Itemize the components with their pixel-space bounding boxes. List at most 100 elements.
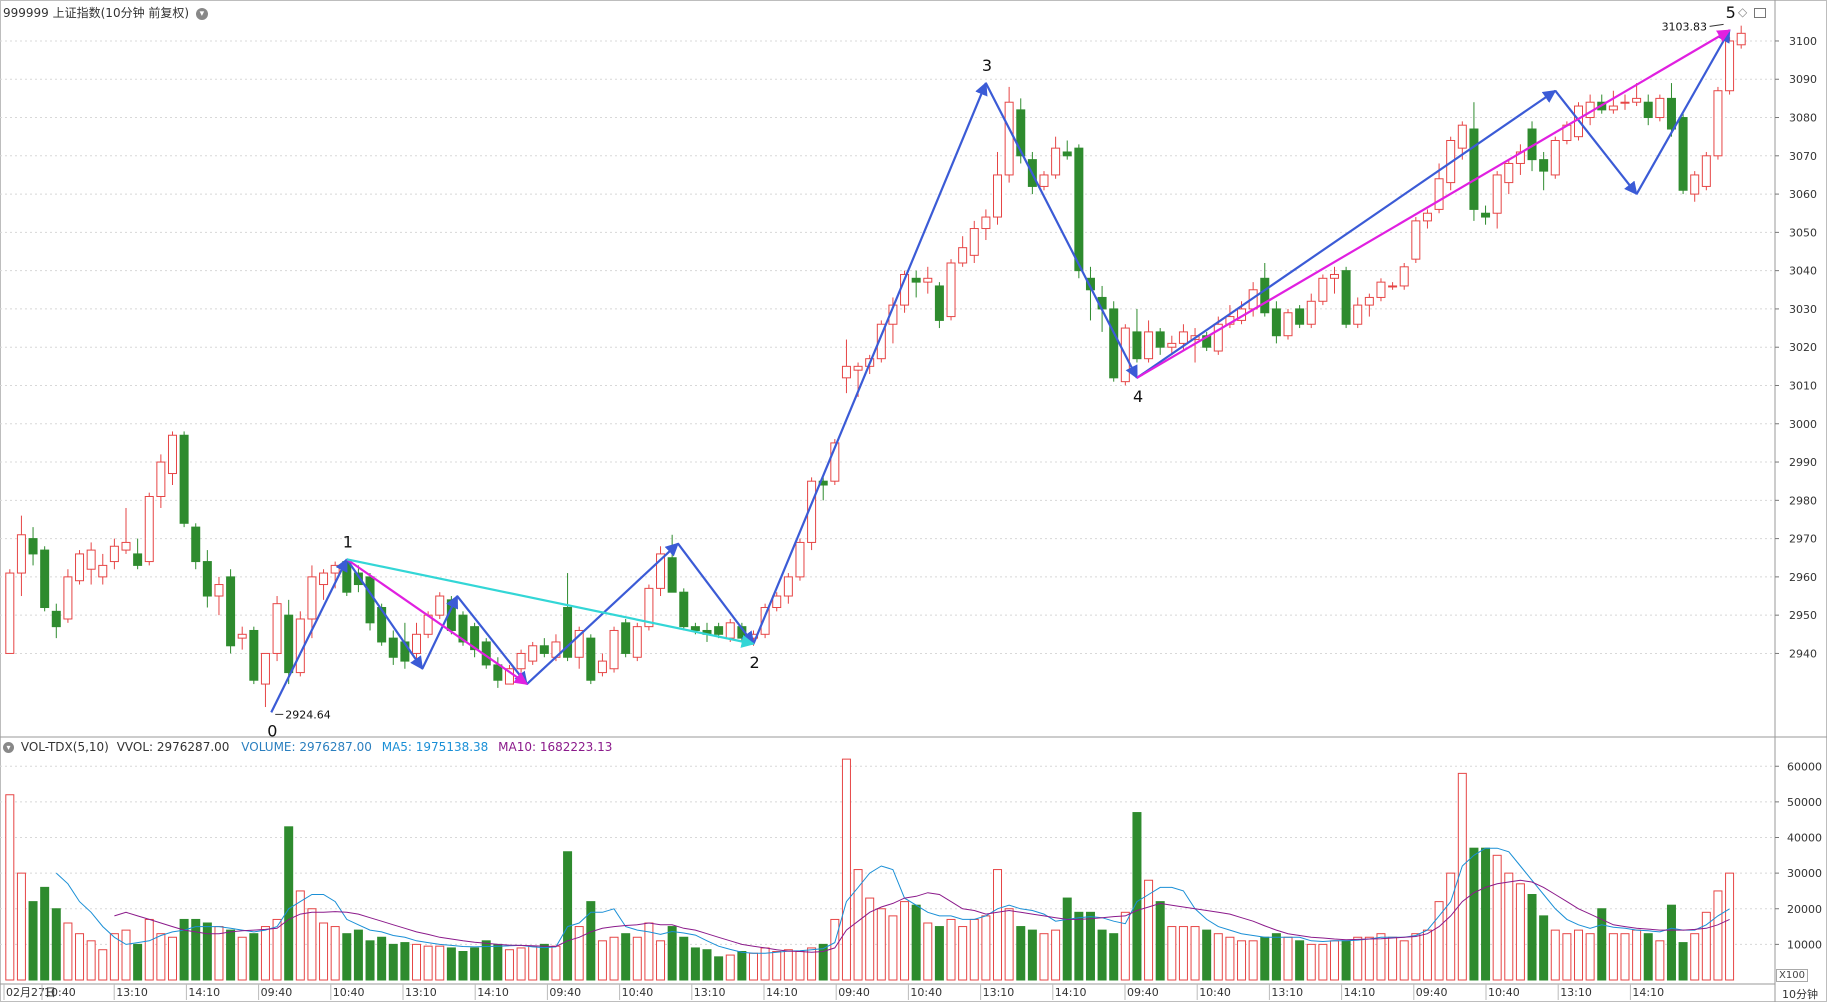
- candle-body[interactable]: [1260, 277, 1270, 314]
- volume-bar[interactable]: [1097, 929, 1107, 981]
- volume-bar[interactable]: [330, 926, 340, 981]
- candle-body[interactable]: [760, 607, 770, 635]
- candle-body[interactable]: [1178, 331, 1188, 344]
- candle-body[interactable]: [1341, 270, 1351, 325]
- volume-bar[interactable]: [98, 949, 108, 981]
- volume-bar[interactable]: [1178, 926, 1188, 981]
- volume-bar[interactable]: [1132, 812, 1142, 981]
- volume-bar[interactable]: [679, 936, 689, 981]
- volume-bar[interactable]: [63, 922, 73, 981]
- candle-body[interactable]: [1376, 281, 1386, 298]
- candle-body[interactable]: [51, 610, 61, 628]
- candle-body[interactable]: [1318, 277, 1328, 302]
- candle-body[interactable]: [86, 549, 96, 570]
- candle-body[interactable]: [249, 629, 259, 681]
- candle-body[interactable]: [284, 614, 294, 674]
- volume-bar[interactable]: [818, 943, 828, 981]
- volume-bar[interactable]: [1004, 908, 1014, 981]
- candle-body[interactable]: [1085, 277, 1095, 291]
- candle-body[interactable]: [586, 637, 596, 681]
- candle-body[interactable]: [1039, 174, 1049, 187]
- volume-bar[interactable]: [841, 758, 851, 981]
- candle-body[interactable]: [911, 277, 921, 283]
- volume-bar[interactable]: [1666, 904, 1676, 981]
- candle-body[interactable]: [1678, 117, 1688, 191]
- volume-bar[interactable]: [1492, 854, 1502, 981]
- volume-bar[interactable]: [1725, 872, 1735, 981]
- candle-body[interactable]: [934, 285, 944, 321]
- volume-bar[interactable]: [1144, 879, 1154, 981]
- candle-body[interactable]: [539, 645, 549, 654]
- candle-body[interactable]: [40, 549, 50, 609]
- volume-bar[interactable]: [481, 940, 491, 981]
- candle-body[interactable]: [167, 434, 177, 475]
- volume-bar[interactable]: [1318, 943, 1328, 981]
- volume-bar[interactable]: [1469, 847, 1479, 981]
- volume-bar[interactable]: [1271, 933, 1281, 981]
- candle-body[interactable]: [1539, 159, 1549, 172]
- volume-bar[interactable]: [1388, 936, 1398, 981]
- volume-bar[interactable]: [1109, 933, 1119, 981]
- candle-body[interactable]: [714, 626, 724, 635]
- volume-bar[interactable]: [260, 926, 270, 981]
- candle-body[interactable]: [202, 561, 212, 597]
- volume-bar[interactable]: [214, 926, 224, 981]
- volume-bar[interactable]: [1051, 929, 1061, 981]
- volume-bar[interactable]: [807, 947, 817, 981]
- candle-body[interactable]: [1434, 178, 1444, 210]
- volume-bar[interactable]: [1632, 929, 1642, 981]
- candle-body[interactable]: [1655, 97, 1665, 119]
- volume-bar[interactable]: [307, 908, 317, 981]
- volume-bar[interactable]: [958, 926, 968, 981]
- wave-line-blue[interactable]: [345, 558, 424, 670]
- candle-body[interactable]: [574, 629, 584, 658]
- volume-bar[interactable]: [1027, 929, 1037, 981]
- candle-body[interactable]: [667, 557, 677, 593]
- candle-body[interactable]: [1155, 331, 1165, 348]
- volume-bar[interactable]: [563, 851, 573, 981]
- wave-line-blue[interactable]: [421, 594, 459, 670]
- volume-bar[interactable]: [1376, 933, 1386, 981]
- volume-bar[interactable]: [28, 901, 38, 981]
- volume-bar[interactable]: [1364, 936, 1374, 981]
- wave-line-blue[interactable]: [456, 595, 528, 686]
- volume-bar[interactable]: [1074, 911, 1084, 981]
- wave-line-blue[interactable]: [526, 542, 679, 685]
- candle-body[interactable]: [528, 645, 538, 662]
- candle-body[interactable]: [1004, 101, 1014, 176]
- volume-bar[interactable]: [911, 904, 921, 981]
- candle-body[interactable]: [1295, 308, 1305, 325]
- candle-body[interactable]: [1364, 296, 1374, 306]
- period-label[interactable]: 10分钟: [1782, 988, 1818, 1001]
- volume-bar[interactable]: [1620, 933, 1630, 981]
- candle-body[interactable]: [1690, 174, 1700, 195]
- candle-body[interactable]: [1213, 323, 1223, 352]
- volume-bar[interactable]: [1585, 933, 1595, 981]
- panel-icon[interactable]: [1754, 7, 1767, 18]
- candle-body[interactable]: [597, 660, 607, 674]
- candle-body[interactable]: [1016, 109, 1026, 157]
- volume-bar[interactable]: [493, 943, 503, 981]
- candle-body[interactable]: [1411, 220, 1421, 260]
- volume-bar[interactable]: [1202, 929, 1212, 981]
- volume-bar[interactable]: [1643, 933, 1653, 981]
- chevron-down-icon[interactable]: ▾: [3, 742, 14, 753]
- volume-bar[interactable]: [748, 952, 758, 981]
- candle-body[interactable]: [679, 591, 689, 628]
- candle-body[interactable]: [656, 553, 666, 589]
- candle-body[interactable]: [319, 572, 329, 586]
- candle-body[interactable]: [1736, 32, 1746, 46]
- volume-bar[interactable]: [574, 926, 584, 981]
- candle-body[interactable]: [1725, 40, 1735, 92]
- candle-body[interactable]: [1132, 331, 1142, 360]
- volume-bar[interactable]: [1457, 772, 1467, 981]
- volume-bar[interactable]: [435, 945, 445, 981]
- volume-bar[interactable]: [342, 933, 352, 981]
- candle-body[interactable]: [783, 576, 793, 597]
- candle-body[interactable]: [435, 595, 445, 616]
- volume-bar[interactable]: [876, 908, 886, 981]
- wave-line-blue[interactable]: [1136, 89, 1557, 379]
- volume-bar[interactable]: [1608, 933, 1618, 981]
- candle-body[interactable]: [1388, 285, 1398, 288]
